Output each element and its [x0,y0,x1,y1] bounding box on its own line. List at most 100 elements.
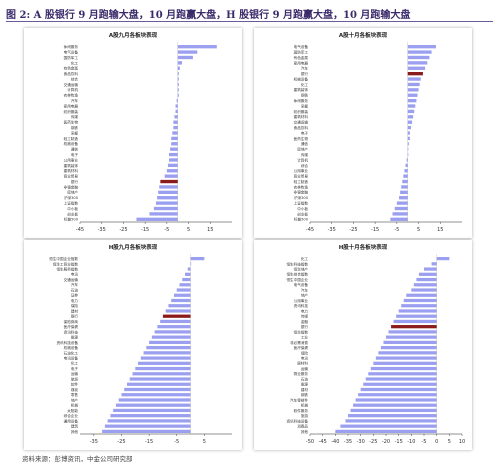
x-tick-label: -50 [306,439,314,445]
category-label: 煤炭 [71,387,79,392]
bar [132,372,191,376]
category-label: 医药生物 [294,136,309,141]
bar [170,147,178,151]
category-label: 通信 [301,141,309,146]
category-label: 石油 [301,376,309,381]
category-label: 国防军工 [64,55,79,60]
x-tick-label: 5 [203,439,206,445]
bar [174,115,178,119]
bar [396,201,408,205]
category-label: 商业贸易 [294,174,309,179]
bar [102,429,191,434]
bar [149,340,191,345]
bar [407,131,410,135]
bar [135,366,191,371]
x-tick-label: -25 [119,227,127,233]
bar [177,88,179,92]
bar [378,351,437,355]
category-label: 证券 [71,293,79,298]
bar [157,325,191,329]
category-label: 电气设备 [294,44,309,49]
chart-title: A股十月各板块表现 [339,31,388,39]
category-label: 非银金融 [64,184,79,189]
category-label: 农林牧渔 [64,93,79,98]
category-label: 其他 [301,429,309,434]
category-label: 农林牧渔 [294,184,309,189]
bar [340,424,437,428]
category-label: 采掘 [301,103,309,108]
bar [177,45,217,49]
category-label: 电气设备 [294,282,309,287]
bar [418,272,437,276]
bar [175,109,178,114]
x-tick-label: -15 [395,439,403,445]
category-label: 汽车 [301,287,309,292]
category-label: 石油 [71,287,79,292]
chart-title: H股十月各板块表现 [339,243,388,251]
chart-title: A股九月各板块表现 [109,31,158,39]
bar [407,104,416,108]
x-tick-label: -10 [407,439,415,445]
bar [368,372,437,376]
category-label: 化工 [71,361,79,366]
category-label: 零售 [71,392,79,397]
category-label: 原材料 [297,361,308,366]
x-tick-label: -5 [164,227,169,233]
bar [154,330,191,334]
bar [411,288,437,292]
bar [107,419,191,423]
bar [407,136,410,141]
bar [172,131,178,135]
bar [400,190,408,195]
x-tick-label: 15 [207,227,213,233]
category-label: 钢铁 [301,93,309,98]
bar [177,66,180,70]
bar [403,174,408,178]
category-label: 金融 [301,319,309,324]
category-label: 建筑 [71,424,79,429]
bar [159,185,178,189]
bar [407,115,414,119]
category-label: 电子 [71,152,79,157]
category-label: 机械设备 [64,141,79,146]
category-label: 医疗保健 [64,324,79,329]
x-tick-label: 5 [448,439,451,445]
bar [407,66,426,70]
category-label: 汽车 [71,282,79,287]
bar [405,163,408,168]
category-label: 建筑装饰 [294,87,309,92]
bar [124,387,191,392]
category-label: 电力 [301,308,309,313]
category-label: 银行 [71,179,79,184]
category-label: 资讯科技 [294,303,309,308]
bar [358,393,437,397]
category-label: 汽车零部件 [290,397,308,402]
bar [345,419,437,423]
category-label: 运输 [301,366,309,371]
bar [407,88,419,92]
bar [393,319,437,324]
category-label: 上证指数 [294,201,309,206]
figure-title: 图 2: A 股银行 9 月跑输大盘，10 月跑赢大盘，H 股银行 9 月跑赢大… [6,10,411,21]
bar [407,147,409,151]
bar [169,152,178,157]
category-label: 电讯 [71,272,79,277]
category-label: 公用事业 [294,168,309,173]
category-label: 建筑材料 [294,114,309,119]
bar [179,283,191,287]
category-label: 资讯科技 [64,329,79,334]
category-label: 保险券商 [64,319,79,324]
bar [110,414,191,418]
category-label: 机械设备 [64,345,79,350]
category-label: 公用事业 [64,157,79,162]
x-tick-label: -15 [141,227,149,233]
bar [185,272,191,276]
bar [380,345,437,350]
x-tick-label: -15 [371,227,379,233]
chart-a-share-september: A股九月各板块表现休闲服务电气设备国防军工化工有色金属食品饮料综合交通运输计算机… [64,31,232,233]
bar [413,283,437,287]
bar [175,104,178,108]
category-label: 轻工制造 [64,136,79,141]
bar [407,120,413,124]
bar [187,267,191,271]
